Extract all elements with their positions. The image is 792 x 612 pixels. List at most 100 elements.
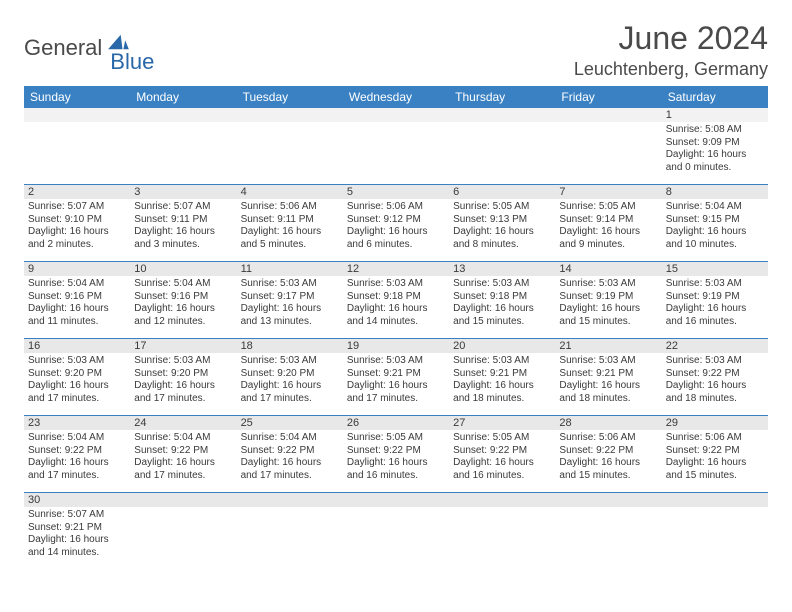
- day-number: [343, 108, 449, 122]
- day-number: [237, 493, 343, 507]
- calendar-cell: Sunrise: 5:04 AMSunset: 9:16 PMDaylight:…: [24, 276, 130, 338]
- cell-line: and 14 minutes.: [28, 547, 126, 560]
- calendar-cell: Sunrise: 5:04 AMSunset: 9:22 PMDaylight:…: [237, 430, 343, 492]
- day-number: 17: [130, 339, 236, 353]
- calendar-cell: Sunrise: 5:08 AMSunset: 9:09 PMDaylight:…: [662, 122, 768, 184]
- calendar-week: Sunrise: 5:04 AMSunset: 9:22 PMDaylight:…: [24, 430, 768, 493]
- cell-line: Daylight: 16 hours: [666, 303, 764, 316]
- cell-line: Sunrise: 5:04 AM: [28, 432, 126, 445]
- day-number: 18: [237, 339, 343, 353]
- calendar-cell: Sunrise: 5:03 AMSunset: 9:18 PMDaylight:…: [343, 276, 449, 338]
- daynum-row: 2345678: [24, 185, 768, 199]
- calendar-cell: Sunrise: 5:04 AMSunset: 9:22 PMDaylight:…: [24, 430, 130, 492]
- cell-line: Sunset: 9:22 PM: [453, 445, 551, 458]
- location-label: Leuchtenberg, Germany: [574, 59, 768, 80]
- day-header-row: SundayMondayTuesdayWednesdayThursdayFrid…: [24, 86, 768, 108]
- cell-line: Daylight: 16 hours: [559, 457, 657, 470]
- cell-line: and 17 minutes.: [134, 393, 232, 406]
- calendar-cell: Sunrise: 5:03 AMSunset: 9:22 PMDaylight:…: [662, 353, 768, 415]
- calendar-cell: Sunrise: 5:07 AMSunset: 9:21 PMDaylight:…: [24, 507, 130, 569]
- day-header-cell: Wednesday: [343, 86, 449, 108]
- cell-line: and 9 minutes.: [559, 239, 657, 252]
- cell-line: Daylight: 16 hours: [28, 226, 126, 239]
- day-header-cell: Sunday: [24, 86, 130, 108]
- daynum-row: 23242526272829: [24, 416, 768, 430]
- cell-line: Daylight: 16 hours: [241, 457, 339, 470]
- calendar-cell: Sunrise: 5:03 AMSunset: 9:21 PMDaylight:…: [449, 353, 555, 415]
- calendar-cell: Sunrise: 5:07 AMSunset: 9:10 PMDaylight:…: [24, 199, 130, 261]
- calendar: SundayMondayTuesdayWednesdayThursdayFrid…: [24, 86, 768, 569]
- cell-line: and 2 minutes.: [28, 239, 126, 252]
- calendar-cell: [449, 122, 555, 184]
- cell-line: and 16 minutes.: [347, 470, 445, 483]
- cell-line: Sunset: 9:22 PM: [559, 445, 657, 458]
- cell-line: Daylight: 16 hours: [241, 380, 339, 393]
- cell-line: Sunrise: 5:03 AM: [666, 355, 764, 368]
- cell-line: Sunset: 9:11 PM: [134, 214, 232, 227]
- cell-line: Sunrise: 5:08 AM: [666, 124, 764, 137]
- daynum-row: 30: [24, 493, 768, 507]
- cell-line: Sunrise: 5:05 AM: [347, 432, 445, 445]
- day-number: 4: [237, 185, 343, 199]
- cell-line: and 17 minutes.: [134, 470, 232, 483]
- cell-line: Sunrise: 5:03 AM: [347, 355, 445, 368]
- cell-line: Sunset: 9:16 PM: [134, 291, 232, 304]
- cell-line: Sunrise: 5:06 AM: [347, 201, 445, 214]
- cell-line: Sunset: 9:12 PM: [347, 214, 445, 227]
- cell-line: Daylight: 16 hours: [453, 226, 551, 239]
- day-number: [449, 108, 555, 122]
- cell-line: Sunrise: 5:05 AM: [453, 201, 551, 214]
- cell-line: and 15 minutes.: [453, 316, 551, 329]
- cell-line: Sunrise: 5:03 AM: [241, 278, 339, 291]
- header: GeneralBlue June 2024 Leuchtenberg, Germ…: [24, 20, 768, 80]
- cell-line: and 15 minutes.: [666, 470, 764, 483]
- cell-line: and 18 minutes.: [453, 393, 551, 406]
- cell-line: Sunset: 9:15 PM: [666, 214, 764, 227]
- cell-line: and 16 minutes.: [453, 470, 551, 483]
- calendar-cell: Sunrise: 5:04 AMSunset: 9:15 PMDaylight:…: [662, 199, 768, 261]
- day-number: 10: [130, 262, 236, 276]
- cell-line: Daylight: 16 hours: [666, 457, 764, 470]
- calendar-week: Sunrise: 5:07 AMSunset: 9:10 PMDaylight:…: [24, 199, 768, 262]
- day-number: [555, 108, 661, 122]
- calendar-cell: Sunrise: 5:05 AMSunset: 9:13 PMDaylight:…: [449, 199, 555, 261]
- cell-line: Sunset: 9:10 PM: [28, 214, 126, 227]
- logo: GeneralBlue: [24, 26, 176, 70]
- cell-line: Sunrise: 5:03 AM: [453, 355, 551, 368]
- cell-line: Sunrise: 5:03 AM: [347, 278, 445, 291]
- day-number: 24: [130, 416, 236, 430]
- cell-line: and 0 minutes.: [666, 162, 764, 175]
- day-number: 6: [449, 185, 555, 199]
- cell-line: and 18 minutes.: [666, 393, 764, 406]
- cell-line: Sunset: 9:13 PM: [453, 214, 551, 227]
- cell-line: Daylight: 16 hours: [453, 303, 551, 316]
- cell-line: Daylight: 16 hours: [347, 226, 445, 239]
- cell-line: Daylight: 16 hours: [666, 149, 764, 162]
- cell-line: Sunrise: 5:04 AM: [28, 278, 126, 291]
- cell-line: Sunset: 9:22 PM: [347, 445, 445, 458]
- cell-line: Daylight: 16 hours: [559, 303, 657, 316]
- cell-line: Sunset: 9:22 PM: [666, 368, 764, 381]
- cell-line: and 12 minutes.: [134, 316, 232, 329]
- cell-line: Sunrise: 5:03 AM: [666, 278, 764, 291]
- cell-line: Sunrise: 5:04 AM: [241, 432, 339, 445]
- cell-line: Sunrise: 5:06 AM: [241, 201, 339, 214]
- calendar-cell: Sunrise: 5:06 AMSunset: 9:11 PMDaylight:…: [237, 199, 343, 261]
- calendar-cell: [24, 122, 130, 184]
- cell-line: and 18 minutes.: [559, 393, 657, 406]
- cell-line: Sunrise: 5:03 AM: [559, 355, 657, 368]
- cell-line: and 17 minutes.: [347, 393, 445, 406]
- day-number: [24, 108, 130, 122]
- weeks-container: 1Sunrise: 5:08 AMSunset: 9:09 PMDaylight…: [24, 108, 768, 569]
- day-number: 30: [24, 493, 130, 507]
- cell-line: Daylight: 16 hours: [134, 226, 232, 239]
- logo-word2: Blue: [110, 49, 154, 75]
- calendar-week: Sunrise: 5:07 AMSunset: 9:21 PMDaylight:…: [24, 507, 768, 569]
- cell-line: Daylight: 16 hours: [559, 226, 657, 239]
- cell-line: Sunrise: 5:05 AM: [559, 201, 657, 214]
- cell-line: Sunset: 9:09 PM: [666, 137, 764, 150]
- day-header-cell: Thursday: [449, 86, 555, 108]
- calendar-cell: Sunrise: 5:03 AMSunset: 9:18 PMDaylight:…: [449, 276, 555, 338]
- cell-line: Daylight: 16 hours: [666, 226, 764, 239]
- day-number: 2: [24, 185, 130, 199]
